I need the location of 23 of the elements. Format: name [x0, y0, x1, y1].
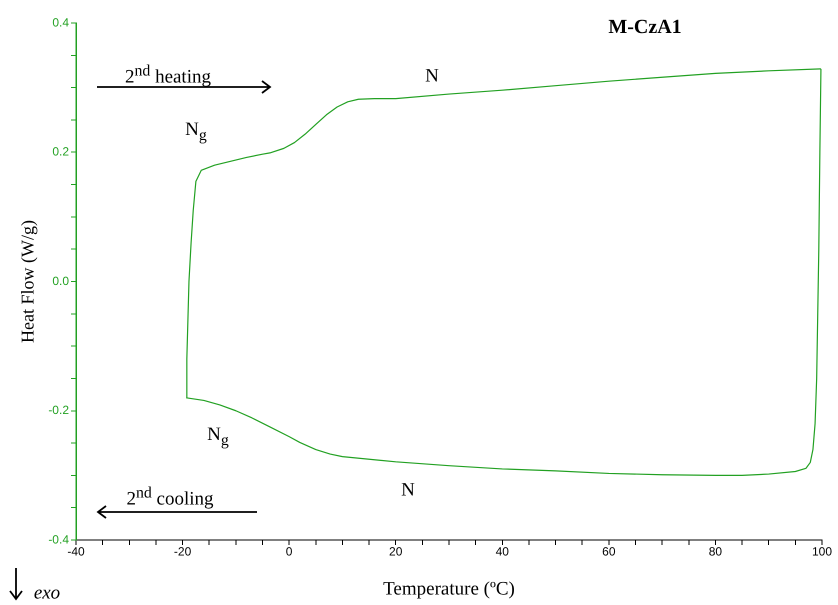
y-tick-label: -0.2: [48, 403, 70, 418]
y-tick-label: -0.4: [48, 532, 70, 546]
y-axis-title: Heat Flow (W/g): [18, 220, 38, 343]
x-tick-label: 80: [708, 544, 722, 559]
chart-title: M-CzA1: [608, 16, 682, 38]
annotation: 2$^{nd}$ heating: [124, 62, 212, 88]
annotation: N: [401, 480, 415, 500]
x-tick-label: 20: [389, 544, 403, 559]
x-tick-label: 40: [496, 544, 510, 559]
annotation: N: [425, 66, 439, 86]
x-tick-label: 0: [286, 544, 293, 559]
x-tick-label: 100: [812, 544, 832, 559]
y-tick-label: 0.4: [52, 15, 70, 30]
x-tick-label: 60: [602, 544, 616, 559]
annotation: 2$^{nd}$ cooling: [126, 484, 214, 510]
x-tick-label: -40: [67, 544, 85, 559]
annotation: N$_{g}$: [207, 424, 229, 449]
y-tick-label: 0.0: [52, 274, 70, 288]
x-axis-title: Temperature (ºC): [383, 578, 515, 600]
y-tick-label: 0.2: [52, 144, 70, 159]
annotation: N$_{g}$: [185, 119, 207, 144]
x-tick-label: -20: [174, 544, 192, 559]
text: exo: [34, 582, 60, 604]
